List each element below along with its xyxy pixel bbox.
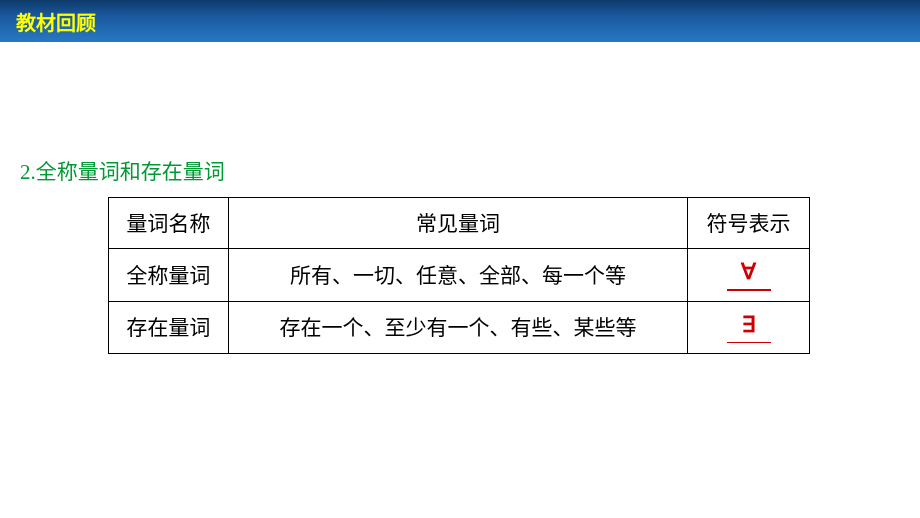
section-title: 2.全称量词和存在量词 [20, 156, 225, 186]
quantifier-table-container: 量词名称 常见量词 符号表示 全称量词 所有、一切、任意、全部、每一个等 ∀ 存… [108, 197, 810, 354]
header-name: 量词名称 [109, 198, 229, 249]
header-common: 常见量词 [228, 198, 687, 249]
symbol-underline [727, 289, 771, 291]
cell-symbol-0: ∀ [688, 249, 810, 302]
cell-name-0: 全称量词 [109, 249, 229, 302]
exists-symbol: ∃ [742, 312, 756, 338]
symbol-underline [727, 342, 771, 344]
forall-symbol: ∀ [741, 259, 756, 285]
cell-symbol-1: ∃ [688, 301, 810, 354]
header-symbol: 符号表示 [688, 198, 810, 249]
header-title: 教材回顾 [16, 7, 96, 36]
symbol-wrap-0: ∀ [727, 259, 771, 291]
cell-name-1: 存在量词 [109, 301, 229, 354]
cell-common-1: 存在一个、至少有一个、有些、某些等 [228, 301, 687, 354]
table-row: 全称量词 所有、一切、任意、全部、每一个等 ∀ [109, 249, 810, 302]
header-bar: 教材回顾 [0, 0, 920, 42]
symbol-wrap-1: ∃ [727, 312, 771, 344]
cell-common-0: 所有、一切、任意、全部、每一个等 [228, 249, 687, 302]
quantifier-table: 量词名称 常见量词 符号表示 全称量词 所有、一切、任意、全部、每一个等 ∀ 存… [108, 197, 810, 354]
table-row: 存在量词 存在一个、至少有一个、有些、某些等 ∃ [109, 301, 810, 354]
table-header-row: 量词名称 常见量词 符号表示 [109, 198, 810, 249]
